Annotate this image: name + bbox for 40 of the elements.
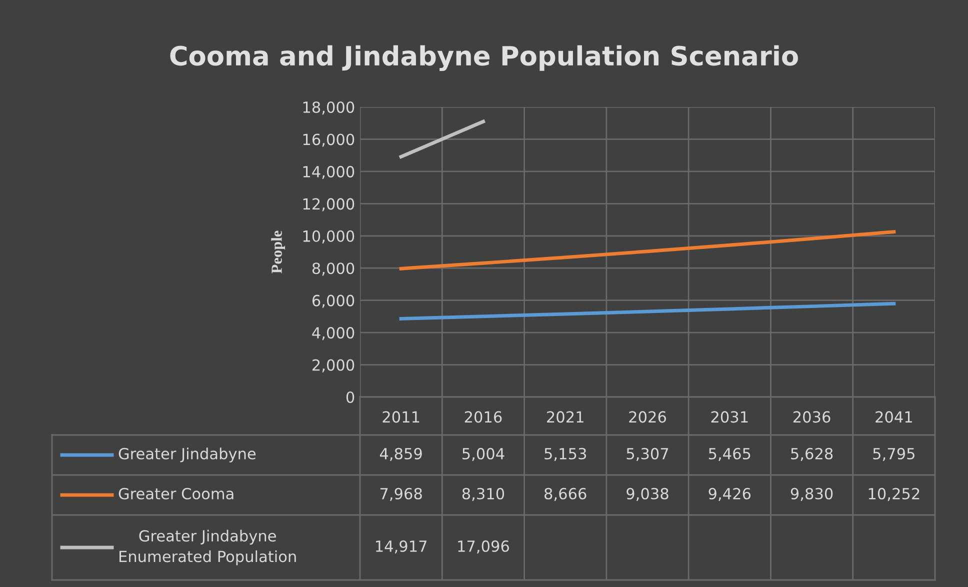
- line-series: [399, 230, 896, 270]
- data-label: 5,795: [873, 448, 914, 461]
- y-tick-label: 0: [346, 391, 354, 404]
- legend-label: Greater Cooma: [118, 488, 234, 500]
- data-label: 9,830: [790, 488, 833, 501]
- legend-label: Greater Jindabyne: [118, 448, 256, 462]
- data-label: 14,917: [376, 540, 426, 554]
- y-tick-label: 10,000: [303, 230, 354, 244]
- x-tick-label: 2016: [464, 411, 502, 423]
- data-label: 10,252: [868, 488, 920, 501]
- y-tick-label: 12,000: [303, 198, 354, 212]
- y-tick-label: 6,000: [312, 294, 354, 308]
- x-tick-label: 2021: [547, 411, 584, 423]
- data-label: 5,465: [708, 448, 750, 461]
- data-label: 5,307: [626, 448, 668, 461]
- x-tick-label: 2041: [876, 411, 912, 423]
- y-tick-label: 18,000: [303, 101, 354, 115]
- legend-label: Greater Jindabyne Enumerated Population: [120, 530, 296, 566]
- x-tick-label: 2011: [382, 411, 420, 423]
- line-series: [399, 302, 896, 320]
- data-label: 17,096: [458, 540, 509, 554]
- data-label: 8,666: [544, 488, 586, 501]
- y-tick-label: 4,000: [312, 327, 354, 340]
- data-label: 8,310: [462, 488, 504, 501]
- data-label: 5,628: [791, 448, 833, 461]
- x-tick-label: 2036: [793, 411, 830, 423]
- data-label: 4,859: [380, 448, 422, 461]
- data-label: 5,004: [462, 448, 504, 461]
- chart-title: Cooma and Jindabyne Population Scenario: [170, 45, 798, 72]
- y-tick-label: 14,000: [303, 166, 354, 180]
- x-tick-label: 2026: [629, 411, 666, 423]
- y-tick-label: 16,000: [303, 134, 354, 147]
- y-tick-label: 2,000: [312, 359, 354, 372]
- y-axis-title: People: [271, 230, 286, 274]
- data-label: 9,038: [626, 488, 668, 501]
- data-label: 9,426: [708, 488, 751, 501]
- data-label: 7,968: [380, 488, 422, 501]
- x-tick-label: 2031: [711, 411, 748, 423]
- y-tick-label: 8,000: [312, 262, 354, 276]
- data-label: 5,153: [544, 448, 586, 461]
